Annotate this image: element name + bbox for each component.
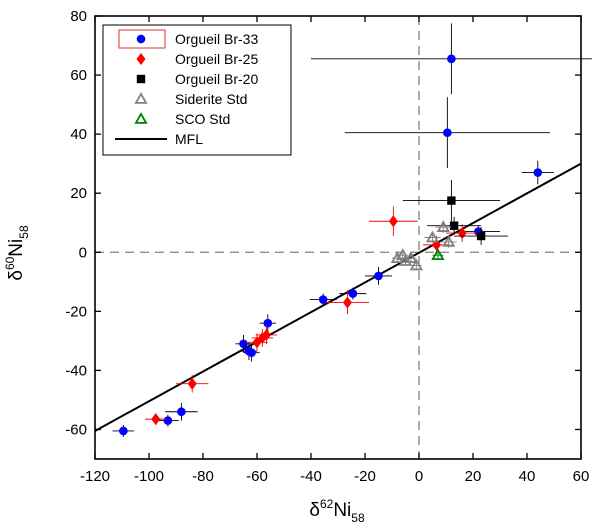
data-point-orgueil-br-33 [443, 128, 452, 137]
legend-marker-sco-std [134, 112, 148, 124]
legend-label: Orgueil Br-33 [175, 31, 258, 47]
y-tick-label: 0 [79, 244, 87, 261]
data-point-siderite-std [404, 251, 418, 263]
y-tick-label: -60 [65, 421, 87, 438]
x-tick-label: -60 [246, 468, 268, 485]
x-tick-label: -40 [300, 468, 322, 485]
data-point-orgueil-br-33 [318, 295, 328, 304]
data-point-siderite-std [409, 258, 423, 271]
y-tick-label: 80 [70, 8, 87, 25]
data-point-orgueil-br-33 [119, 426, 128, 436]
legend-marker-orgueil-br-25 [136, 53, 146, 65]
y-tick-label: 60 [70, 67, 87, 84]
data-point-orgueil-br-25 [151, 413, 161, 426]
data-point-siderite-std [390, 251, 405, 263]
data-point-orgueil-br-20 [447, 196, 456, 205]
data-point-orgueil-br-33 [348, 289, 358, 298]
legend-box [102, 24, 292, 156]
y-tick-label: -20 [65, 303, 87, 320]
y-axis-label: δ60Ni58 [3, 225, 31, 281]
x-tick-label: 60 [573, 468, 590, 485]
data-point-orgueil-br-33 [163, 416, 173, 425]
x-axis-label: δ62Ni58 [309, 497, 365, 525]
legend-highlight [118, 29, 166, 49]
x-tick-label: 20 [465, 468, 482, 485]
data-point-siderite-std [425, 230, 440, 243]
legend-label: Orgueil Br-25 [175, 51, 258, 67]
data-point-orgueil-br-20 [476, 231, 486, 241]
legend-label: SCO Std [175, 111, 230, 127]
data-point-orgueil-br-25 [187, 377, 197, 390]
legend-label: Siderite Std [175, 91, 247, 107]
data-point-orgueil-br-25 [457, 227, 467, 240]
data-point-orgueil-br-25 [388, 215, 398, 228]
data-point-orgueil-br-33 [247, 348, 256, 357]
data-point-orgueil-br-33 [239, 339, 248, 349]
data-point-orgueil-br-33 [374, 271, 383, 281]
y-tick-label: 40 [70, 126, 87, 143]
x-tick-label: 40 [519, 468, 536, 485]
plot-area [94, 16, 592, 459]
x-tick-label: -80 [192, 468, 214, 485]
x-tick-label: -120 [80, 468, 110, 485]
x-tick-label: -100 [134, 468, 164, 485]
data-point-sco-std [431, 248, 445, 261]
data-point-siderite-std [442, 235, 456, 247]
data-point-siderite-std [436, 220, 450, 232]
y-tick-label: -40 [65, 362, 87, 379]
legend: Orgueil Br-33 Orgueil Br-25 Orgueil Br-20 S… [102, 24, 292, 156]
data-point-orgueil-br-20 [449, 221, 459, 230]
axes: -120 -100 -80 -60 -40 -20 0 20 40 60 -60 -40 -20 0 20 4… [65, 8, 589, 485]
legend-marker-orgueil-br-20 [136, 74, 146, 84]
legend-marker-orgueil-br-33 [136, 34, 146, 44]
legend-marker-siderite-std [134, 92, 148, 104]
legend-label: Orgueil Br-20 [175, 71, 258, 87]
data-point-orgueil-br-33 [263, 318, 273, 328]
x-tick-label: 0 [415, 468, 423, 485]
y-tick-label: 20 [70, 185, 87, 202]
plot-frame [94, 15, 582, 460]
x-tick-label: -20 [354, 468, 376, 485]
data-point-orgueil-br-25 [342, 296, 352, 309]
data-point-orgueil-br-33 [447, 54, 456, 64]
legend-label: MFL [175, 131, 203, 147]
data-point-orgueil-br-33 [177, 407, 186, 417]
data-point-siderite-std [398, 254, 413, 266]
data-point-orgueil-br-33 [533, 168, 543, 177]
data-point-orgueil-br-25 [261, 328, 271, 341]
mfl-line [94, 162, 582, 432]
